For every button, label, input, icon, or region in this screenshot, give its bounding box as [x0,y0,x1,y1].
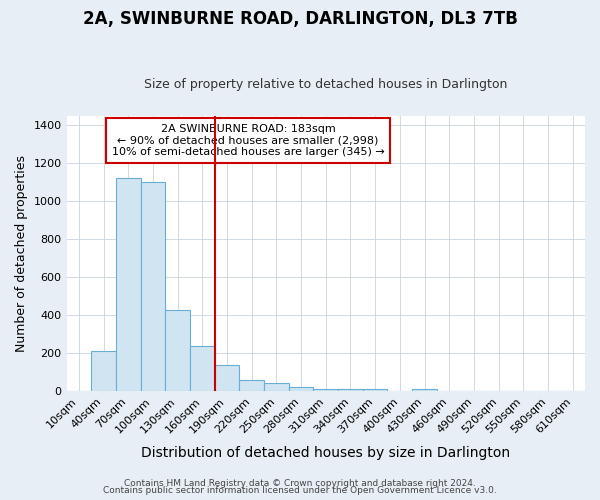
Bar [264,382,289,391]
X-axis label: Distribution of detached houses by size in Darlington: Distribution of detached houses by size … [141,446,511,460]
Title: Size of property relative to detached houses in Darlington: Size of property relative to detached ho… [144,78,508,91]
Text: Contains HM Land Registry data © Crown copyright and database right 2024.: Contains HM Land Registry data © Crown c… [124,478,476,488]
Text: 2A, SWINBURNE ROAD, DARLINGTON, DL3 7TB: 2A, SWINBURNE ROAD, DARLINGTON, DL3 7TB [83,10,517,28]
Y-axis label: Number of detached properties: Number of detached properties [15,155,28,352]
Bar [412,389,437,391]
Bar [313,389,338,391]
Bar [190,346,215,391]
Bar [165,310,190,391]
Bar [91,352,116,391]
Bar [116,178,140,391]
Text: Contains public sector information licensed under the Open Government Licence v3: Contains public sector information licen… [103,486,497,495]
Bar [215,364,239,391]
Text: 2A SWINBURNE ROAD: 183sqm
← 90% of detached houses are smaller (2,998)
10% of se: 2A SWINBURNE ROAD: 183sqm ← 90% of detac… [112,124,385,157]
Bar [289,388,313,391]
Bar [140,182,165,391]
Bar [338,389,363,391]
Bar [239,380,264,391]
Bar [363,389,388,391]
